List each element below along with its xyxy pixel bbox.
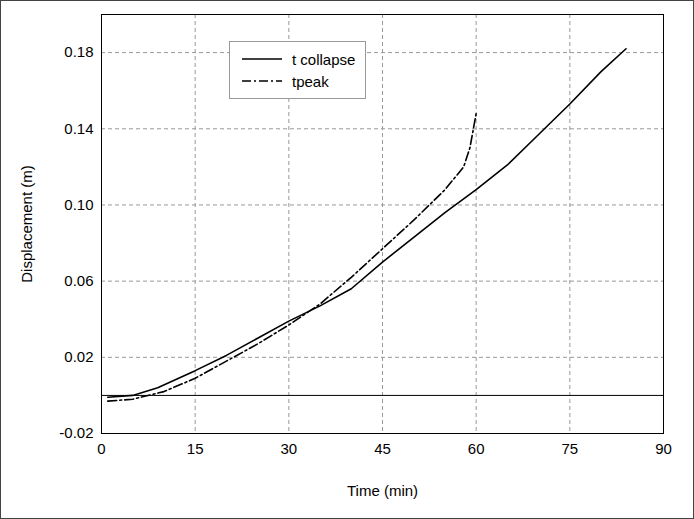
svg-text:0: 0: [97, 440, 105, 457]
html-text:t collapse: t collapse: [292, 50, 356, 68]
svg-text:15: 15: [187, 440, 204, 457]
svg-text:45: 45: [374, 440, 391, 457]
svg-text:0.14: 0.14: [64, 120, 93, 137]
svg-text:0.10: 0.10: [64, 196, 93, 213]
svg-text:0.02: 0.02: [64, 348, 93, 365]
svg-text:90: 90: [655, 440, 672, 457]
svg-text:-0.02: -0.02: [59, 424, 93, 441]
svg-text:60: 60: [468, 440, 485, 457]
svg-text:0.06: 0.06: [64, 272, 93, 289]
svg-text:Time (min): Time (min): [347, 482, 418, 499]
svg-text:75: 75: [561, 440, 578, 457]
svg-text:Displacement (m): Displacement (m): [18, 165, 35, 283]
svg-text:30: 30: [280, 440, 297, 457]
html-text:tpeak: tpeak: [292, 72, 329, 90]
svg-text:0.18: 0.18: [64, 43, 93, 60]
